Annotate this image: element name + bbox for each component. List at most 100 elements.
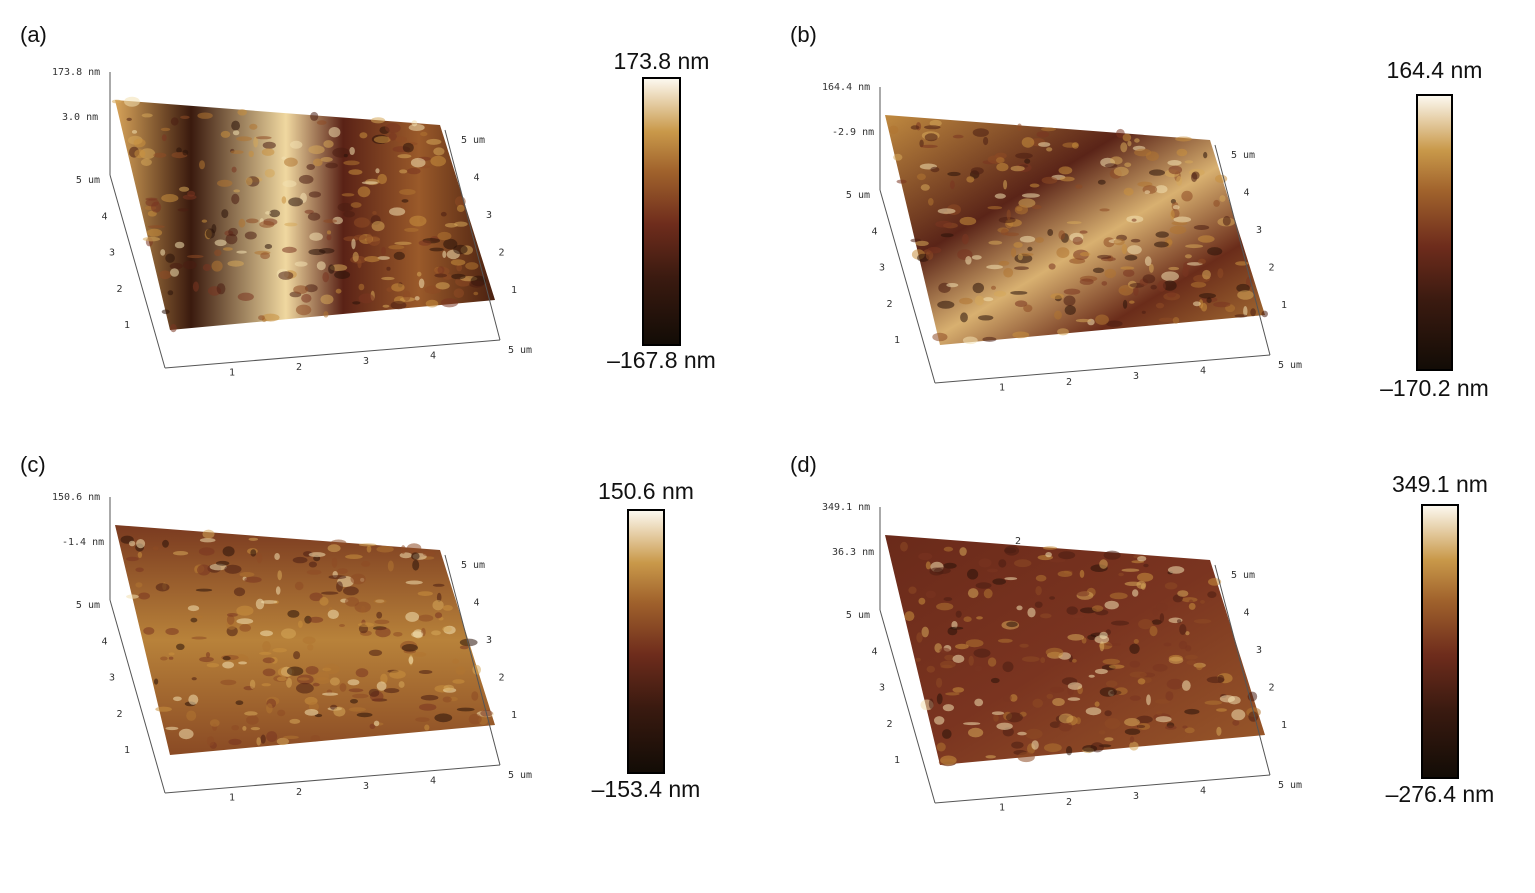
surface-texture (329, 677, 340, 686)
surface-texture (1027, 246, 1033, 252)
surface-texture (350, 573, 366, 585)
surface-texture (236, 605, 254, 616)
depth-axis-left (879, 609, 936, 804)
surface-texture (187, 254, 204, 259)
surface-texture (326, 234, 332, 241)
surface-texture (1206, 297, 1212, 304)
surface-texture (186, 710, 197, 721)
surface-texture (1097, 179, 1106, 185)
surface-texture (187, 605, 200, 612)
surface-texture (1122, 133, 1132, 142)
surface-texture (996, 157, 1005, 164)
x-axis (164, 764, 501, 794)
colorbar (1421, 504, 1459, 779)
surface-texture (195, 588, 213, 592)
surface-texture (456, 204, 465, 212)
surface-texture (136, 539, 146, 549)
surface-texture (983, 136, 989, 146)
surface-texture (1059, 176, 1075, 182)
surface-texture (1207, 247, 1223, 256)
surface-texture (1192, 301, 1201, 307)
surface-texture (283, 735, 299, 739)
surface-texture (1122, 299, 1128, 309)
surface-texture (304, 709, 319, 716)
surface-texture (165, 628, 179, 635)
surface-texture (326, 230, 332, 235)
surface-texture (307, 212, 321, 221)
surface-texture (1031, 204, 1042, 210)
surface-texture (1216, 708, 1227, 712)
surface-texture (220, 679, 237, 686)
surface-texture (408, 656, 414, 665)
left-tick-label: 2 (886, 719, 892, 730)
surface-texture (1044, 743, 1062, 753)
surface-texture (199, 160, 205, 170)
surface-texture (126, 117, 132, 121)
surface-texture (357, 186, 371, 198)
surface-texture (155, 583, 170, 592)
surface-texture (1176, 175, 1183, 186)
surface-texture (424, 724, 430, 731)
surface-texture (936, 677, 943, 688)
surface-texture (353, 217, 370, 228)
right-tick-label: 5 um (1231, 570, 1255, 581)
surface-texture (459, 638, 478, 647)
surface-texture (293, 285, 309, 294)
surface-texture (996, 722, 1013, 730)
surface-texture (376, 681, 387, 691)
surface-texture (1184, 160, 1194, 164)
surface-texture (1017, 253, 1023, 261)
surface-texture (320, 157, 333, 162)
surface-texture (934, 567, 951, 574)
right-tick-label: 2 (499, 673, 505, 684)
bottom-tick-label: 3 (1133, 371, 1139, 382)
surface-texture (1132, 589, 1139, 597)
surface-texture (361, 181, 378, 185)
surface-texture (350, 202, 362, 208)
surface-texture (405, 611, 420, 622)
surface-texture (142, 236, 160, 242)
surface-texture (161, 194, 179, 203)
bottom-tick-label: 4 (1200, 366, 1206, 377)
surface-texture (306, 164, 316, 170)
surface-texture (433, 147, 445, 156)
surface-texture (173, 696, 182, 702)
surface-texture (1124, 718, 1140, 727)
bottom-tick-label: 3 (1133, 791, 1139, 802)
surface-texture (191, 636, 207, 640)
surface-texture (1103, 550, 1121, 560)
surface-texture (358, 622, 375, 627)
surface-texture (1144, 190, 1151, 195)
surface-texture (220, 130, 231, 138)
surface-texture (284, 157, 298, 167)
surface-texture (339, 624, 345, 627)
surface-texture (1200, 302, 1208, 312)
surface-texture (281, 156, 287, 160)
surface-texture (1182, 725, 1188, 729)
left-tick-label: 3 (879, 263, 885, 274)
surface-texture (1127, 245, 1142, 255)
surface-texture (434, 273, 448, 278)
surface-texture (236, 618, 254, 625)
surface-texture (217, 179, 233, 187)
surface-texture (967, 588, 979, 599)
surface-texture (286, 677, 292, 688)
surface-texture (934, 716, 945, 725)
surface-texture (1067, 682, 1083, 690)
surface-texture (1133, 285, 1139, 296)
surface-texture (322, 692, 339, 696)
surface-texture (366, 233, 373, 244)
surface-texture (202, 263, 212, 272)
surface-texture (1035, 237, 1044, 243)
surface-texture (1163, 642, 1172, 647)
surface-texture (244, 576, 262, 583)
colorbar-min: –170.2 nm (1380, 375, 1489, 401)
surface-texture (1202, 269, 1211, 280)
surface-texture (1152, 663, 1168, 672)
surface-texture (1261, 310, 1268, 318)
surface-texture (1245, 276, 1253, 288)
surface-texture (1104, 710, 1112, 717)
surface-texture (206, 736, 215, 746)
right-tick-label: 3 (486, 210, 492, 221)
